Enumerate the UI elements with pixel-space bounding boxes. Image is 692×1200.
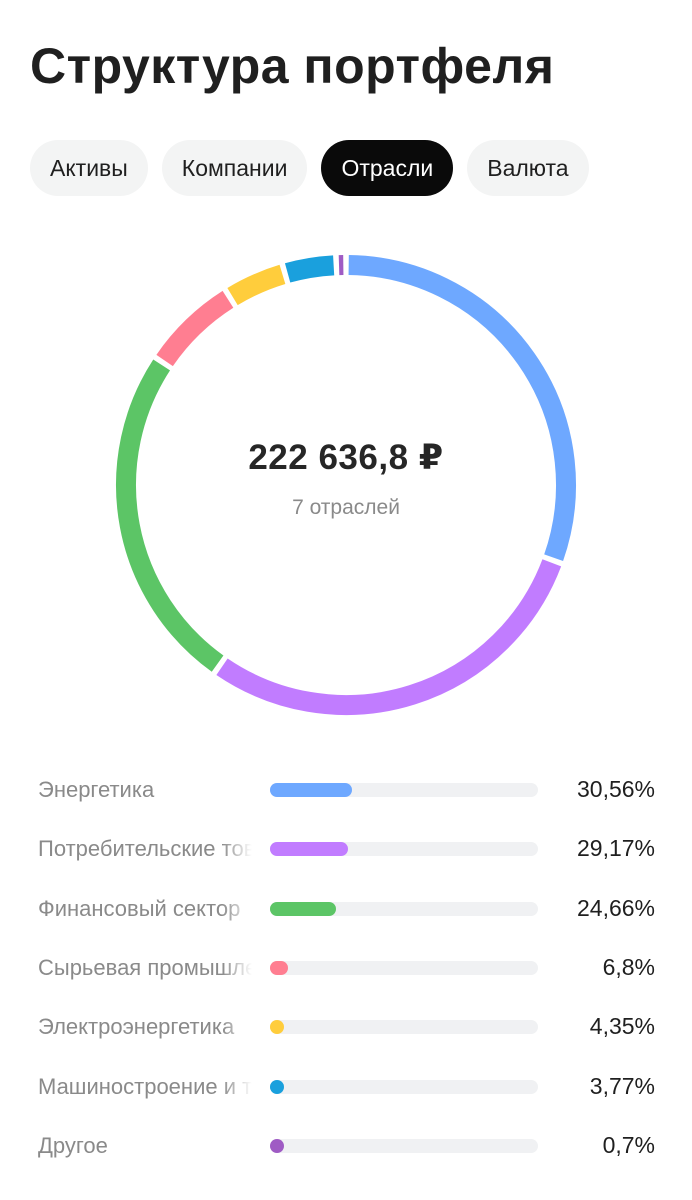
donut-slice[interactable] xyxy=(116,359,224,672)
donut-slice[interactable] xyxy=(216,559,562,715)
legend-sector-name: Финансовый сектор xyxy=(38,895,241,921)
legend-bar-track xyxy=(270,783,538,797)
donut-svg xyxy=(116,255,576,715)
legend-sector-name: Потребительские товары xyxy=(38,836,252,862)
legend-sector-name: Другое xyxy=(38,1132,108,1158)
legend-percent: 0,7% xyxy=(602,1131,655,1158)
legend-bar-track xyxy=(270,901,538,916)
donut-center: 222 636,8 ₽ 7 отраслей xyxy=(115,254,577,716)
legend-bar-fill xyxy=(270,901,337,916)
legend-bar-track xyxy=(270,842,538,857)
legend-row[interactable]: Потребительские товары 29,17% xyxy=(0,819,692,878)
legend-row[interactable]: Электроэнергетика 4,35% xyxy=(0,997,692,1056)
legend-percent: 4,35% xyxy=(589,1013,655,1040)
tab-companies[interactable]: Компании xyxy=(161,140,308,196)
sector-count: 7 отраслей xyxy=(292,496,400,519)
legend-sector-name: Машиностроение и транспорт xyxy=(38,1073,252,1099)
tab-sectors[interactable]: Отрасли xyxy=(321,140,454,196)
legend-percent: 29,17% xyxy=(576,835,655,862)
tab-assets[interactable]: Активы xyxy=(30,140,148,196)
legend-sector-name: Сырьевая промышленность xyxy=(38,954,252,980)
legend-bar-track xyxy=(270,1138,538,1153)
legend-percent: 30,56% xyxy=(576,776,655,802)
legend-bar-fill xyxy=(270,783,352,797)
legend-row[interactable]: Другое 0,7% xyxy=(0,1116,692,1175)
legend-percent: 6,8% xyxy=(602,953,655,980)
page-title: Структура портфеля xyxy=(30,38,555,94)
legend-row[interactable]: Финансовый сектор 24,66% xyxy=(0,879,692,938)
legend-bar-fill xyxy=(270,842,349,857)
legend-bar-fill xyxy=(270,1079,284,1094)
legend-bar-fill xyxy=(270,960,289,975)
legend-row[interactable]: Сырьевая промышленность 6,8% xyxy=(0,938,692,997)
legend-bar-track xyxy=(270,960,538,975)
legend-row[interactable]: Машиностроение и транспорт 3,77% xyxy=(0,1057,692,1116)
legend-sector-name: Электроэнергетика xyxy=(38,1014,235,1040)
legend-row[interactable]: Энергетика 30,56% xyxy=(0,760,692,819)
tab-currency[interactable]: Валюта xyxy=(467,140,589,196)
donut-slice[interactable] xyxy=(156,290,234,367)
segment-tabs: Активы Компании Отрасли Валюта xyxy=(30,140,589,196)
legend-bar-track xyxy=(270,1079,538,1094)
donut-slice[interactable] xyxy=(227,264,286,306)
donut-slice[interactable] xyxy=(284,255,335,283)
donut-slice[interactable] xyxy=(348,255,576,562)
legend-bar-fill xyxy=(270,1138,284,1153)
legend-percent: 24,66% xyxy=(576,894,655,921)
donut-chart: 222 636,8 ₽ 7 отраслей xyxy=(115,254,577,716)
legend-sector-name: Энергетика xyxy=(38,777,155,802)
legend-bar-fill xyxy=(270,1020,284,1035)
portfolio-total: 222 636,8 ₽ xyxy=(248,438,444,477)
legend-bar-track xyxy=(270,1020,538,1035)
legend-percent: 3,77% xyxy=(589,1072,655,1099)
